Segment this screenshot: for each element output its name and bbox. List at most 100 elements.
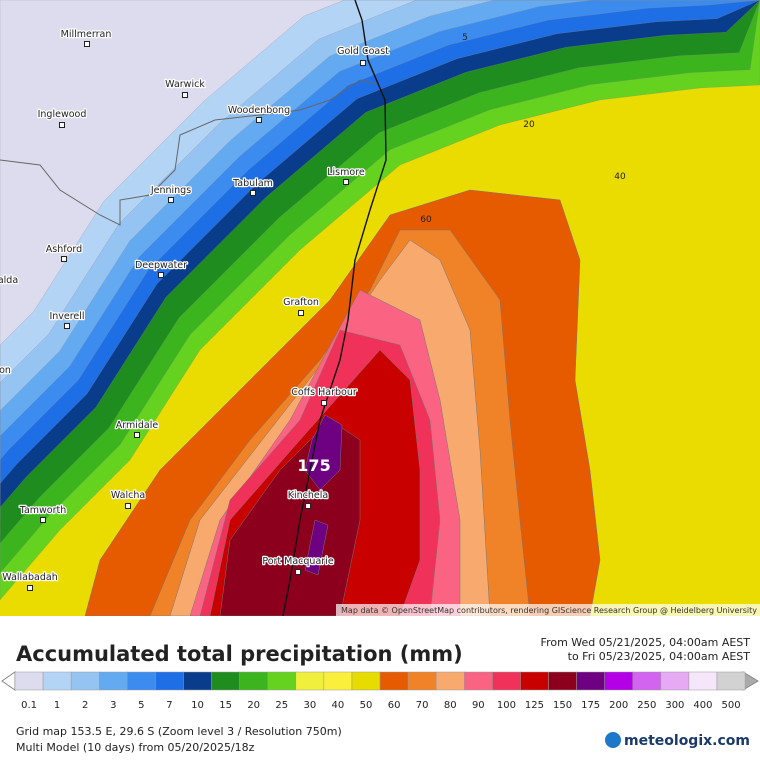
grid-info: Grid map 153.5 E, 29.6 S (Zoom level 3 /…: [16, 725, 342, 738]
model-info: Multi Model (10 days) from 05/20/2025/18…: [16, 741, 255, 754]
legend-swatch: [183, 671, 212, 691]
legend-swatch: [492, 671, 521, 691]
legend-label: 3: [110, 700, 116, 711]
town-marker: [295, 569, 301, 575]
town-marker: [256, 117, 262, 123]
title: Accumulated total precipitation (mm): [16, 642, 463, 666]
town-marker: [298, 310, 304, 316]
legend-swatch: [435, 671, 465, 691]
town-marker: [61, 256, 67, 262]
town-marker: [321, 400, 327, 406]
legend-label: 70: [416, 700, 429, 711]
town-label: Walcha: [111, 490, 145, 501]
town-label: Deepwater: [135, 260, 187, 271]
attribution: Map data © OpenStreetMap contributors, r…: [341, 606, 757, 615]
legend-swatch: [548, 671, 577, 691]
contour-label: 60: [420, 215, 432, 225]
legend-swatch: [407, 671, 437, 691]
legend-label: 20: [247, 700, 260, 711]
legend-label: 10: [191, 700, 204, 711]
town-marker: [27, 585, 33, 591]
legend-label: 125: [525, 700, 544, 711]
town-marker: [250, 190, 256, 196]
attribution-bg: [336, 604, 760, 616]
town-label: Tabulam: [232, 178, 273, 189]
legend-swatch: [576, 671, 605, 691]
legend-label: 30: [303, 700, 316, 711]
town-label: alda: [0, 275, 18, 286]
town-marker: [343, 179, 349, 185]
town-marker: [182, 92, 188, 98]
legend-swatch: [323, 671, 353, 691]
legend-swatch: [98, 671, 128, 691]
town-marker: [64, 323, 70, 329]
town-label: Gold Coast: [337, 46, 389, 57]
legend-swatch: [379, 671, 409, 691]
town-label: Wallabadah: [2, 572, 57, 583]
date-from: From Wed 05/21/2025, 04:00am AEST: [541, 636, 751, 649]
rain-area: [304, 519, 329, 576]
legend-swatch: [688, 671, 718, 691]
legend-label: 300: [665, 700, 684, 711]
map: Millmerran Warwick Inglewood Woodenbong Gold…: [0, 0, 760, 617]
legend-label: 100: [497, 700, 516, 711]
max-label: 175: [297, 456, 330, 475]
legend-label: 60: [388, 700, 401, 711]
brand: meteologix.com: [624, 733, 750, 749]
contour-label: 40: [614, 172, 626, 182]
legend-label: 50: [360, 700, 373, 711]
town-label: Warwick: [165, 79, 205, 90]
town-marker: [158, 272, 164, 278]
town-label: Inverell: [49, 311, 84, 322]
legend-label: 7: [166, 700, 172, 711]
town-label: Jennings: [150, 185, 191, 196]
legend-swatch: [239, 671, 268, 691]
town-label: Woodenbong: [228, 105, 290, 116]
rain-area: [304, 414, 343, 491]
legend-swatch: [155, 671, 184, 691]
legend-label: 15: [219, 700, 232, 711]
rain-band: [0, 0, 760, 475]
legend-label: 150: [553, 700, 572, 711]
town-marker: [59, 122, 65, 128]
legend-label: 25: [275, 700, 288, 711]
brand-icon: [605, 732, 621, 748]
legend-label: 1: [54, 700, 60, 711]
legend-swatch: [14, 671, 44, 691]
town-label: Grafton: [283, 297, 319, 308]
contour-label: 5: [462, 33, 468, 43]
legend-label: 2: [82, 700, 88, 711]
coastline: [282, 0, 387, 617]
town-label: Ashford: [46, 244, 82, 255]
legend-label: 400: [693, 700, 712, 711]
town-marker: [40, 517, 46, 523]
contour-label: 20: [523, 120, 535, 130]
rain-band: [0, 0, 760, 452]
legend-label: 175: [581, 700, 600, 711]
legend-swatch: [295, 671, 325, 691]
legend-label: 250: [637, 700, 656, 711]
legend-swatch: [211, 671, 240, 691]
town-marker: [134, 432, 140, 438]
legend-swatch: [464, 671, 493, 691]
legend-swatch: [604, 671, 634, 691]
legend-swatch: [520, 671, 549, 691]
town-label: Lismore: [327, 167, 365, 178]
town-label: Tamworth: [19, 505, 67, 516]
legend-label: 0.1: [21, 700, 37, 711]
town-label: Armidale: [116, 420, 159, 431]
town-label: on: [0, 365, 11, 376]
legend-label: 500: [721, 700, 740, 711]
legend-label: 40: [332, 700, 345, 711]
town-label: Port Macquarie: [262, 556, 334, 567]
town-marker: [305, 503, 311, 509]
town-marker: [360, 60, 366, 66]
legend-swatch: [70, 671, 100, 691]
legend-swatch: [351, 671, 381, 691]
legend-label: 80: [444, 700, 457, 711]
legend-panel: Accumulated total precipitation (mm) Fro…: [0, 616, 760, 760]
town-marker: [84, 41, 90, 47]
town-label: Coffs Harbour: [291, 387, 357, 398]
date-to: to Fri 05/23/2025, 04:00am AEST: [568, 650, 751, 663]
